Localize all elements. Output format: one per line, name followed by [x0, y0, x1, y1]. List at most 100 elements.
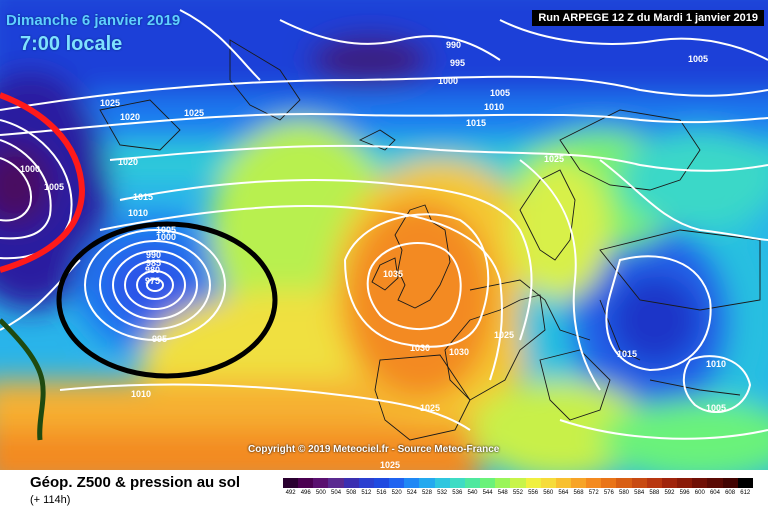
scale-tick-label: 584	[634, 490, 645, 496]
isobar-label: 1000	[438, 76, 458, 86]
scale-tick-label: 528	[421, 490, 432, 496]
scale-swatch	[358, 478, 374, 488]
forecast-time: 7:00 locale	[20, 33, 123, 55]
isobar-label: 1030	[449, 347, 469, 357]
isobar-label: 980	[145, 265, 160, 275]
scale-tick-label: 540	[467, 490, 478, 496]
scale-tick-label: 580	[619, 490, 630, 496]
isobar-label: 1005	[156, 225, 176, 235]
scale-swatch	[328, 478, 344, 488]
green-front	[0, 318, 46, 441]
scale-swatch	[722, 478, 738, 488]
isobar-label: 985	[146, 258, 161, 268]
isobar-label: 1010	[128, 208, 148, 218]
scale-tick-label: 564	[558, 490, 569, 496]
isobar-label: 1020	[120, 112, 140, 122]
scale-tick-label: 512	[361, 490, 372, 496]
isobar-labels: 990 995 1000 1005 1010 1015 1025 1025 10…	[20, 40, 726, 470]
scale-tick-label: 524	[406, 490, 417, 496]
isobar-label: 1025	[420, 403, 440, 413]
weather-map: 990 995 1000 1005 1010 1015 1025 1025 10…	[0, 0, 768, 470]
isobar-label: 995	[450, 58, 465, 68]
scale-tick-label: 504	[331, 490, 342, 496]
isobar-label: 975	[145, 276, 160, 286]
legend-panel: Géop. Z500 & pression au sol (+ 114h)	[0, 470, 768, 512]
scale-tick-label: 608	[725, 490, 736, 496]
scale-swatch	[692, 478, 708, 488]
scale-tick-label: 612	[740, 490, 751, 496]
scale-swatch	[343, 478, 359, 488]
color-scale	[283, 478, 753, 488]
scale-tick-label: 536	[452, 490, 463, 496]
scale-tick-label: 516	[376, 490, 387, 496]
isobar-label: 1010	[706, 359, 726, 369]
scale-swatch	[586, 478, 602, 488]
scale-swatch	[555, 478, 571, 488]
scale-swatch	[737, 478, 753, 488]
scale-swatch	[419, 478, 435, 488]
isobar-label: 1025	[494, 330, 514, 340]
isobar-label: 1025	[544, 154, 564, 164]
scale-tick-label: 520	[391, 490, 402, 496]
scale-swatch	[404, 478, 420, 488]
isobar-label: 990	[146, 250, 161, 260]
isobar-label: 1020	[118, 157, 138, 167]
scale-tick-label: 492	[285, 490, 296, 496]
red-front	[0, 92, 86, 273]
scale-swatch	[373, 478, 390, 488]
isobars	[0, 9, 768, 440]
scale-swatch	[495, 478, 511, 488]
scale-tick-label: 560	[543, 490, 554, 496]
scale-swatch	[601, 478, 617, 488]
scale-swatch	[298, 478, 314, 488]
scale-swatch	[570, 478, 587, 488]
scale-tick-label: 576	[603, 490, 614, 496]
scale-swatch	[540, 478, 556, 488]
scale-tick-label: 548	[497, 490, 508, 496]
isobar-label: 1025	[380, 460, 400, 470]
isobar-label: 1035	[383, 269, 403, 279]
scale-tick-label: 544	[482, 490, 493, 496]
scale-swatch	[510, 478, 526, 488]
scale-swatch	[434, 478, 450, 488]
isobar-label: 1025	[184, 108, 204, 118]
isobar-label: 1000	[20, 164, 40, 174]
scale-tick-label: 508	[346, 490, 357, 496]
model-run-label: Run ARPEGE 12 Z du Mardi 1 janvier 2019	[532, 10, 764, 26]
low-highlight-circle	[56, 221, 278, 379]
scale-tick-label: 532	[437, 490, 448, 496]
scale-tick-label: 552	[512, 490, 523, 496]
isobar-label: 1005	[706, 403, 726, 413]
scale-swatch	[661, 478, 678, 488]
scale-tick-label: 600	[694, 490, 705, 496]
isobar-label: 1005	[490, 88, 510, 98]
field-title: Géop. Z500 & pression au sol	[30, 474, 241, 491]
scale-tick-label: 572	[588, 490, 599, 496]
scale-swatch	[313, 478, 329, 488]
forecast-horizon: (+ 114h)	[30, 494, 71, 506]
scale-tick-label: 588	[649, 490, 660, 496]
scale-swatch	[616, 478, 632, 488]
isobar-label: 1015	[617, 349, 637, 359]
isobar-label: 1005	[44, 182, 64, 192]
scale-tick-label: 496	[300, 490, 311, 496]
isobar-label: 1000	[156, 232, 176, 242]
isobar-label: 1010	[131, 389, 151, 399]
scale-swatch	[677, 478, 693, 488]
scale-swatch	[480, 478, 496, 488]
color-scale-labels: 492 496 500 504 508 512 516 520 524 528 532 536 540 5…	[283, 490, 753, 500]
scale-swatch	[449, 478, 465, 488]
isobar-label: 1015	[466, 118, 486, 128]
scale-swatch	[283, 478, 299, 488]
copyright-notice: Copyright © 2019 Meteociel.fr - Source M…	[248, 444, 500, 455]
scale-swatch	[707, 478, 723, 488]
isobar-label: 1025	[100, 98, 120, 108]
isobar-label: 1030	[410, 343, 430, 353]
isobar-label: 995	[152, 334, 167, 344]
scale-tick-label: 596	[679, 490, 690, 496]
scale-tick-label: 556	[528, 490, 539, 496]
isobar-label: 1015	[133, 192, 153, 202]
scale-swatch	[525, 478, 541, 488]
scale-swatch	[464, 478, 481, 488]
scale-tick-label: 592	[664, 490, 675, 496]
